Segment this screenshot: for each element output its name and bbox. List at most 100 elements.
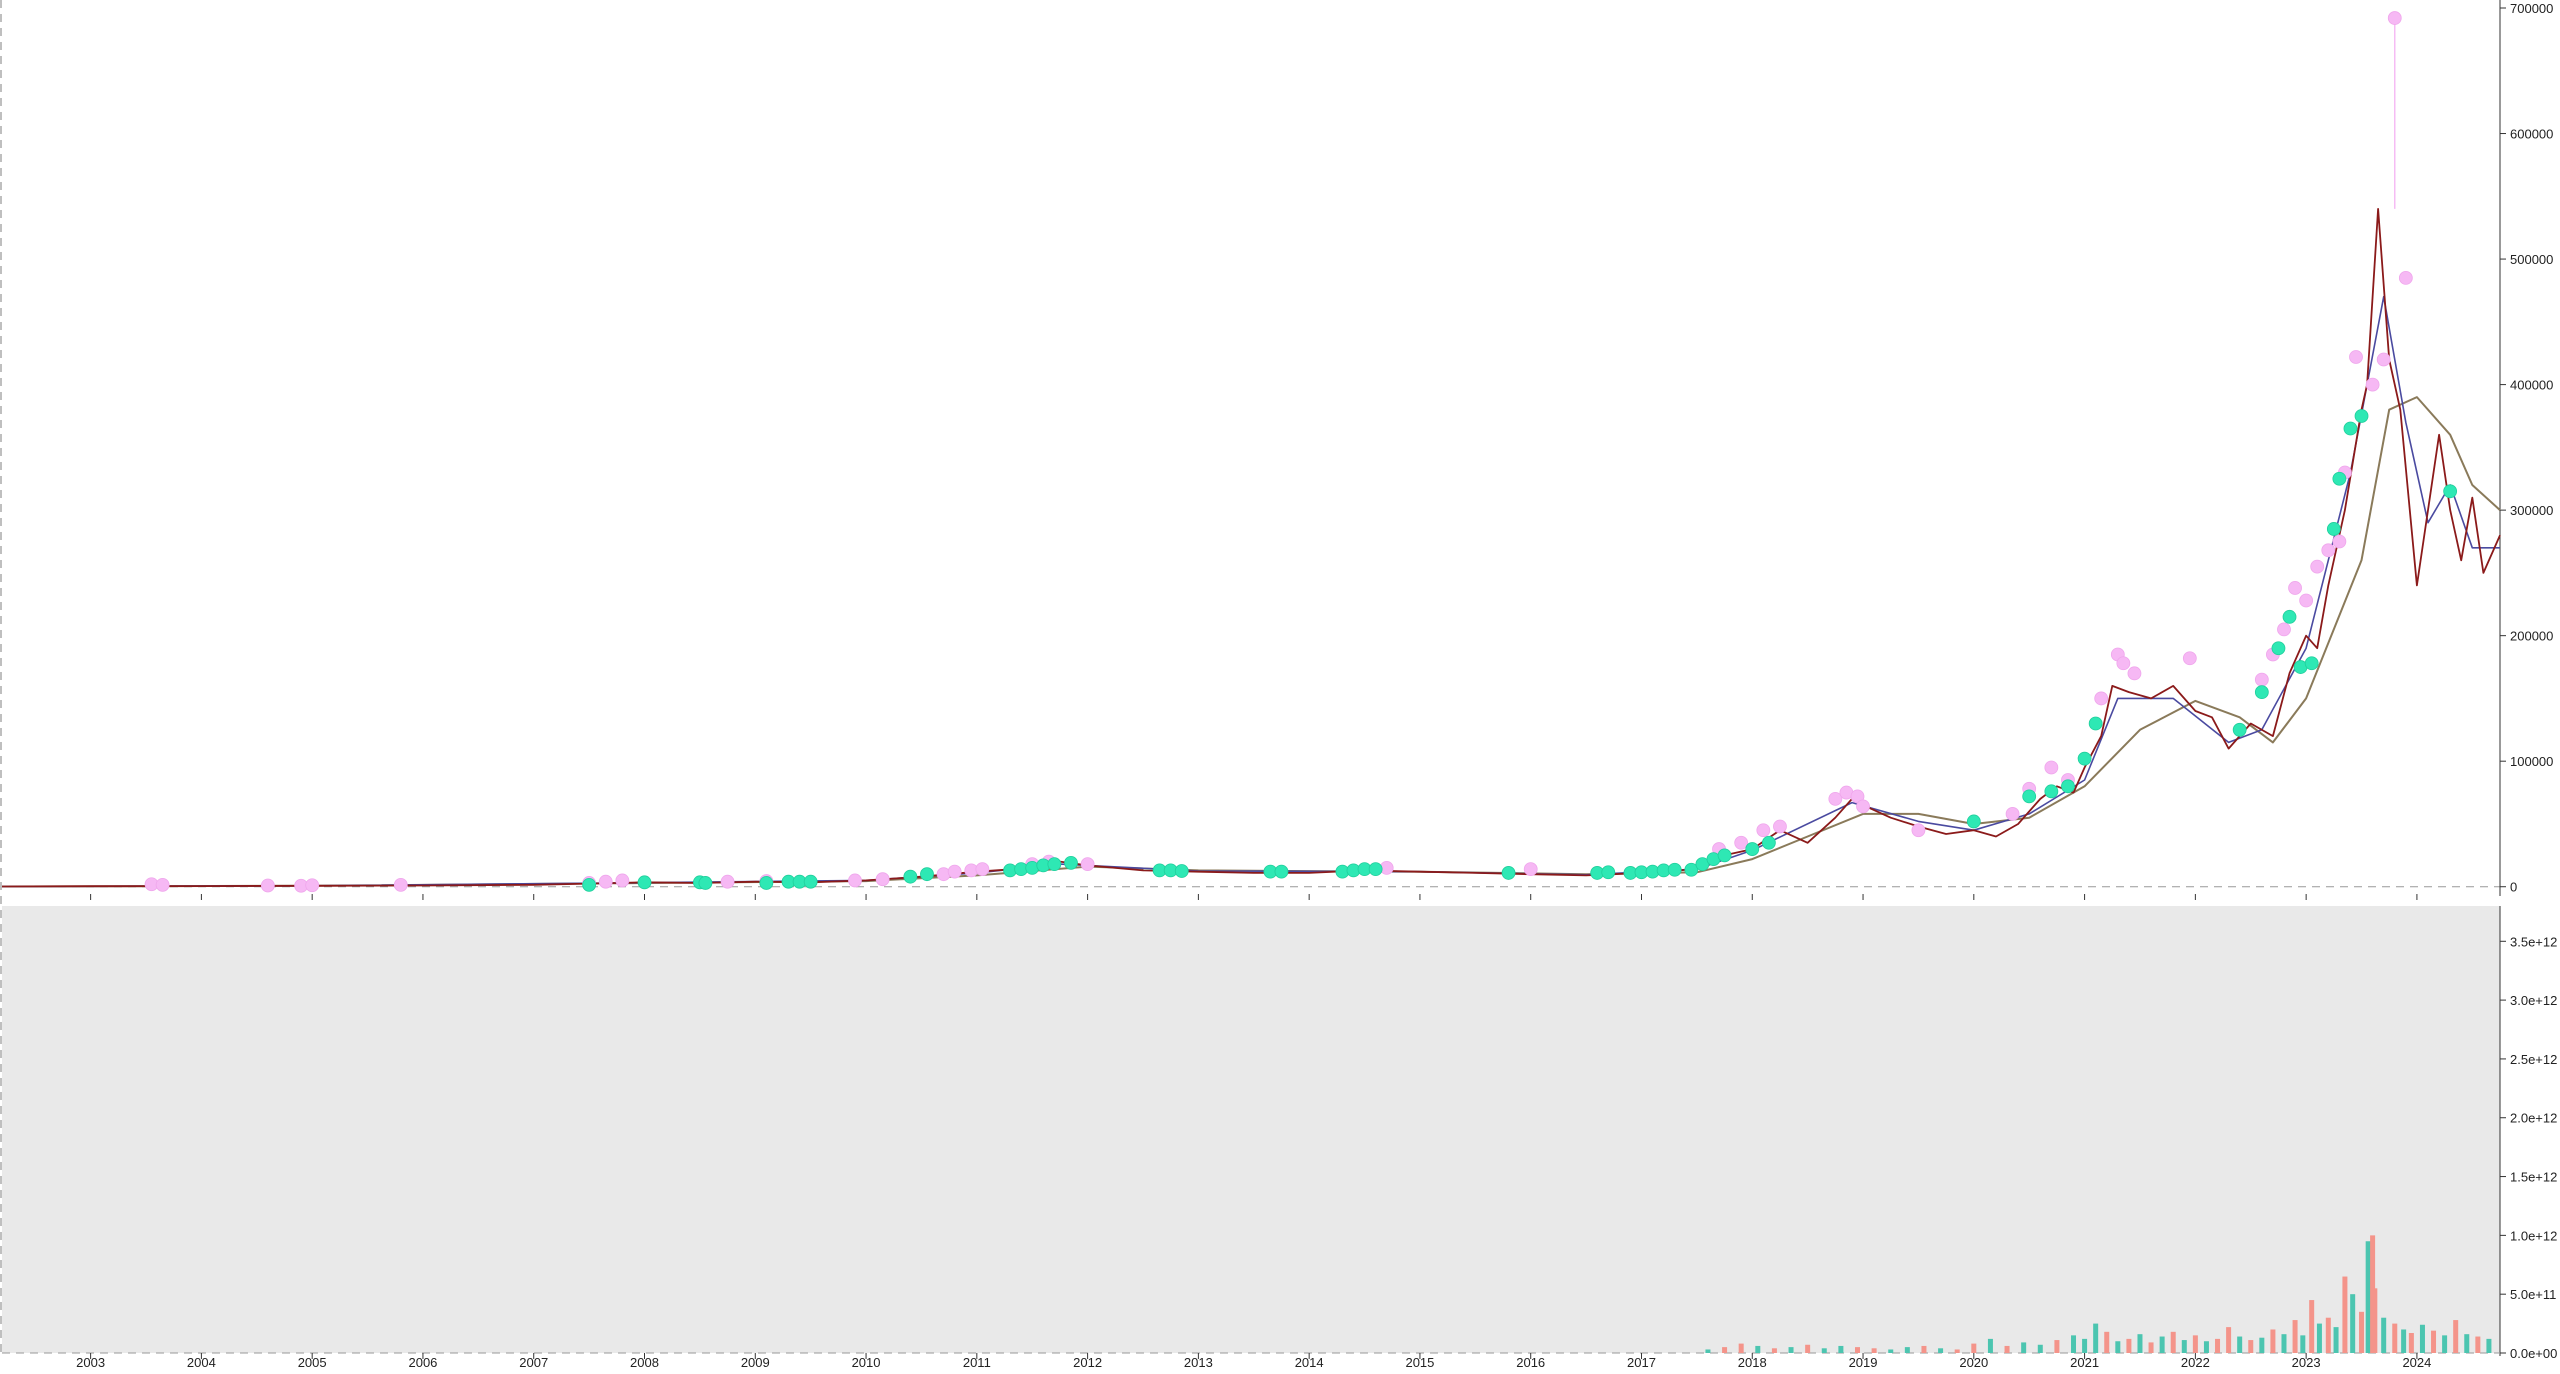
- buy-signal-marker: [1684, 862, 1699, 877]
- volume-bar: [2159, 1336, 2165, 1353]
- buy-signal-marker: [1601, 865, 1616, 880]
- buy-signal-marker: [2022, 789, 2037, 804]
- volume-bar: [2115, 1341, 2121, 1353]
- volume-bar: [2325, 1317, 2331, 1353]
- volume-bar: [1738, 1343, 1744, 1353]
- volume-bar: [2248, 1340, 2254, 1353]
- volume-bar: [2192, 1335, 2198, 1353]
- volume-bar: [1871, 1348, 1877, 1353]
- volume-bar: [2170, 1331, 2176, 1353]
- buy-signal-marker: [2077, 751, 2092, 766]
- buy-signal-marker: [759, 876, 774, 890]
- price-y-tick-label: 500000: [2510, 252, 2553, 267]
- volume-bar: [2226, 1327, 2232, 1353]
- sell-signal-marker: [848, 873, 862, 888]
- x-tick-label: 2009: [741, 1355, 770, 1369]
- buy-signal-marker: [1745, 842, 1760, 856]
- sell-signal-marker: [2277, 622, 2291, 637]
- sell-signal-marker: [2321, 543, 2336, 558]
- x-tick-label: 2024: [2402, 1355, 2431, 1369]
- volume-bar: [1888, 1349, 1894, 1353]
- volume-bar: [2350, 1294, 2356, 1353]
- sell-signal-marker: [598, 874, 613, 889]
- buy-signal-marker: [1667, 862, 1682, 877]
- volume-bar: [2419, 1324, 2425, 1353]
- price-y-tick-label: 600000: [2510, 127, 2553, 142]
- volume-bar: [1838, 1345, 1844, 1353]
- volume-bar: [2181, 1340, 2187, 1353]
- buy-signal-marker: [698, 876, 713, 890]
- volume-bar: [2333, 1327, 2339, 1353]
- sell-signal-marker: [2332, 534, 2347, 549]
- volume-y-tick-label: 3.0e+12: [2510, 993, 2557, 1008]
- volume-bar: [1805, 1344, 1811, 1353]
- volume-bar: [2453, 1320, 2459, 1353]
- sell-signal-marker: [305, 878, 320, 893]
- volume-bar: [2292, 1320, 2298, 1353]
- volume-bar: [2021, 1342, 2027, 1353]
- volume-bar: [1904, 1347, 1910, 1353]
- volume-bar: [2082, 1338, 2088, 1353]
- x-tick-label: 2015: [1405, 1355, 1434, 1369]
- x-tick-label: 2021: [2070, 1355, 2099, 1369]
- volume-bar: [2442, 1335, 2448, 1353]
- volume-bar: [1921, 1345, 1927, 1353]
- buy-signal-marker: [2061, 779, 2075, 794]
- volume-bar: [2237, 1336, 2243, 1353]
- volume-y-tick-label: 1.5e+12: [2510, 1170, 2557, 1185]
- volume-bar: [2401, 1329, 2407, 1353]
- x-tick-label: 2019: [1849, 1355, 1878, 1369]
- volume-bar: [2309, 1300, 2315, 1353]
- sell-signal-marker: [260, 878, 275, 893]
- series-line-slow-ma: [1, 396, 2501, 888]
- sell-signal-marker: [155, 877, 170, 892]
- sell-signal-marker: [1856, 799, 1870, 814]
- volume-bar: [2054, 1340, 2060, 1353]
- volume-bar: [2104, 1331, 2110, 1353]
- volume-bar: [2342, 1276, 2348, 1353]
- sell-signal-marker: [1911, 823, 1926, 838]
- volume-bar: [2365, 1241, 2371, 1353]
- sell-signal-marker: [2182, 651, 2197, 666]
- buy-signal-marker: [2354, 409, 2369, 423]
- volume-bar: [2148, 1342, 2154, 1353]
- series-line-price: [1, 207, 2501, 888]
- price-y-tick-label: 0: [2510, 880, 2517, 895]
- sell-signal-marker: [2376, 352, 2391, 367]
- volume-bar: [2370, 1235, 2376, 1353]
- volume-bar: [2270, 1329, 2276, 1353]
- sell-signal-marker: [2116, 656, 2131, 671]
- sell-signal-marker: [2398, 270, 2413, 285]
- buy-signal-marker: [2443, 484, 2458, 499]
- buy-signal-marker: [1047, 857, 1062, 872]
- sell-signal-marker: [1734, 835, 1749, 850]
- buy-signal-marker: [1717, 848, 1732, 863]
- sell-signal-marker: [2044, 760, 2059, 775]
- price-y-tick-label: 300000: [2510, 503, 2553, 518]
- sell-signal-marker: [2094, 691, 2109, 706]
- x-tick-label: 2013: [1184, 1355, 1213, 1369]
- volume-bar: [1938, 1348, 1944, 1353]
- x-tick-label: 2008: [630, 1355, 659, 1369]
- sell-signal-marker: [720, 874, 735, 889]
- buy-signal-marker: [2343, 421, 2358, 436]
- volume-bar: [2215, 1338, 2221, 1353]
- buy-signal-marker: [2232, 722, 2247, 737]
- volume-bar: [2464, 1334, 2470, 1353]
- volume-bar: [1755, 1345, 1761, 1353]
- x-tick-label: 2005: [298, 1355, 327, 1369]
- volume-bar: [1971, 1343, 1977, 1353]
- sell-signal-marker: [1828, 791, 1843, 806]
- volume-y-tick-label: 5.0e+11: [2510, 1287, 2556, 1302]
- volume-y-tick-label: 2.0e+12: [2510, 1111, 2557, 1126]
- buy-signal-marker: [2304, 656, 2319, 671]
- buy-signal-marker: [582, 877, 597, 892]
- sell-signal-marker: [1756, 823, 1771, 838]
- x-tick-label: 2003: [76, 1355, 105, 1369]
- volume-bar: [2300, 1335, 2306, 1353]
- x-tick-label: 2007: [519, 1355, 548, 1369]
- series-line-fast-ma: [1, 295, 2500, 888]
- sell-signal-marker: [2005, 807, 2020, 821]
